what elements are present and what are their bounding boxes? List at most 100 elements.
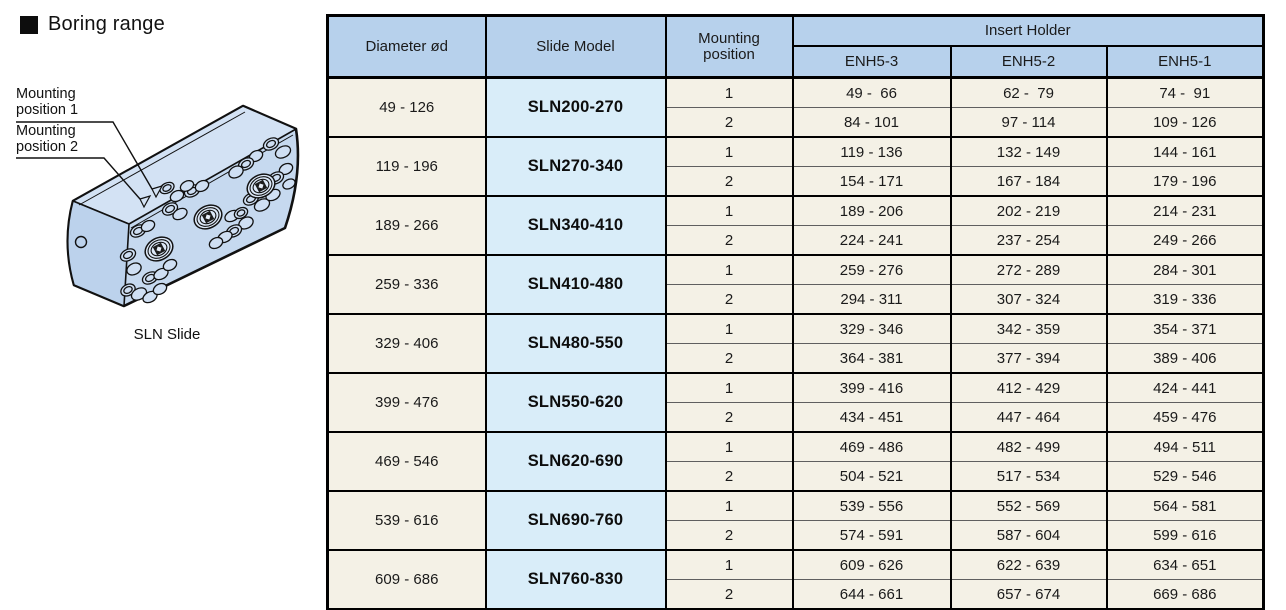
col-header-diameter: Diameter ød: [326, 14, 487, 79]
insert-holder-enh5-3-cell: 84 - 101: [791, 107, 952, 138]
mounting-position-cell: 2: [664, 166, 794, 197]
diameter-cell: 609 - 686: [326, 549, 487, 610]
insert-holder-enh5-2-cell: 552 - 569: [949, 490, 1108, 521]
insert-holder-enh5-2-cell: 202 - 219: [949, 195, 1108, 226]
insert-holder-enh5-3-cell: 609 - 626: [791, 549, 952, 580]
mounting-position-cell: 1: [664, 490, 794, 521]
slide-model-cell: SLN620-690: [484, 431, 667, 492]
mounting-position-cell: 2: [664, 520, 794, 551]
insert-holder-enh5-3-cell: 189 - 206: [791, 195, 952, 226]
mounting-position-cell: 2: [664, 225, 794, 256]
col-header-mounting-position: Mounting position: [664, 14, 794, 79]
diameter-cell: 119 - 196: [326, 136, 487, 197]
mounting-position-2-label: Mounting position 2: [16, 123, 79, 156]
mounting-position-cell: 1: [664, 431, 794, 462]
insert-holder-enh5-1-cell: 459 - 476: [1105, 402, 1265, 433]
insert-holder-enh5-1-cell: 564 - 581: [1105, 490, 1265, 521]
slide-model-cell: SLN480-550: [484, 313, 667, 374]
insert-holder-enh5-2-cell: 447 - 464: [949, 402, 1108, 433]
insert-holder-enh5-3-cell: 49 - 66: [791, 76, 952, 108]
slide-model-cell: SLN410-480: [484, 254, 667, 315]
slide-end-cap: [66, 200, 130, 307]
insert-holder-enh5-2-cell: 412 - 429: [949, 372, 1108, 403]
table-row: 329 - 406 SLN480-550 1 329 - 346 342 - 359 35…: [326, 313, 1265, 374]
insert-holder-enh5-3-cell: 574 - 591: [791, 520, 952, 551]
mounting-triangle-2: [139, 195, 152, 209]
mounting-position-cell: 1: [664, 136, 794, 167]
insert-holder-enh5-2-cell: 587 - 604: [949, 520, 1108, 551]
mounting-position-cell: 2: [664, 461, 794, 492]
mounting-position-cell: 2: [664, 343, 794, 374]
table-row: 469 - 546 SLN620-690 1 469 - 486 482 - 499 49…: [326, 431, 1265, 492]
insert-holder-enh5-1-cell: 319 - 336: [1105, 284, 1265, 315]
insert-holder-enh5-3-cell: 154 - 171: [791, 166, 952, 197]
insert-pocket-1: [144, 236, 174, 262]
table-row: 2 434 - 451 447 - 464 459 - 476: [328, 402, 1265, 433]
table-row: 2 154 - 171 167 - 184 179 - 196: [328, 166, 1265, 197]
mounting-position-cell: 2: [664, 284, 794, 315]
insert-holder-enh5-3-cell: 504 - 521: [791, 461, 952, 492]
table-row: 2 224 - 241 237 - 254 249 - 266: [328, 225, 1265, 256]
insert-holder-enh5-2-cell: 622 - 639: [949, 549, 1108, 580]
insert-holder-enh5-1-cell: 669 - 686: [1105, 579, 1265, 610]
mounting-position-cell: 1: [664, 195, 794, 226]
insert-holder-enh5-2-cell: 132 - 149: [949, 136, 1108, 167]
slide-model-cell: SLN340-410: [484, 195, 667, 256]
insert-holder-enh5-2-cell: 377 - 394: [949, 343, 1108, 374]
insert-holder-enh5-2-cell: 97 - 114: [949, 107, 1108, 138]
mounting-position-1-label: Mounting position 1: [16, 86, 79, 119]
slide-caption: SLN Slide: [133, 326, 201, 343]
sln-slide-illustration: [16, 104, 300, 308]
insert-holder-enh5-2-cell: 167 - 184: [949, 166, 1108, 197]
mounting-position-cell: 2: [664, 402, 794, 433]
table-row: 2 84 - 101 97 - 114 109 - 126: [328, 107, 1265, 138]
table-row: 399 - 476 SLN550-620 1 399 - 416 412 - 429 42…: [326, 372, 1265, 433]
leader-line-mounting-2: [16, 157, 141, 200]
diameter-cell: 539 - 616: [326, 490, 487, 551]
insert-holder-enh5-3-cell: 469 - 486: [791, 431, 952, 462]
insert-holder-enh5-3-cell: 329 - 346: [791, 313, 952, 344]
insert-holder-enh5-1-cell: 634 - 651: [1105, 549, 1265, 580]
insert-holder-enh5-3-cell: 259 - 276: [791, 254, 952, 285]
insert-holder-enh5-3-cell: 294 - 311: [791, 284, 952, 315]
insert-holder-enh5-2-cell: 342 - 359: [949, 313, 1108, 344]
section-marker-square: [20, 15, 38, 34]
table-row: 2 364 - 381 377 - 394 389 - 406: [328, 343, 1265, 374]
insert-holder-enh5-1-cell: 529 - 546: [1105, 461, 1265, 492]
col-header-enh5-2: ENH5-2: [949, 45, 1108, 79]
mounting-position-cell: 2: [664, 107, 794, 138]
table-row: 119 - 196 SLN270-340 1 119 - 136 132 - 149 14…: [326, 136, 1265, 197]
insert-holder-enh5-1-cell: 109 - 126: [1105, 107, 1265, 138]
slide-model-cell: SLN690-760: [484, 490, 667, 551]
insert-holder-enh5-3-cell: 434 - 451: [791, 402, 952, 433]
diameter-cell: 49 - 126: [326, 76, 487, 138]
diameter-cell: 189 - 266: [326, 195, 487, 256]
insert-holder-enh5-2-cell: 482 - 499: [949, 431, 1108, 462]
col-header-insert-holder: Insert Holder: [791, 14, 1265, 47]
section-title-label: Boring range: [48, 13, 165, 35]
insert-holder-enh5-3-cell: 364 - 381: [791, 343, 952, 374]
insert-pocket-3: [246, 173, 276, 199]
insert-holder-enh5-1-cell: 179 - 196: [1105, 166, 1265, 197]
insert-holder-enh5-1-cell: 214 - 231: [1105, 195, 1265, 226]
diameter-cell: 329 - 406: [326, 313, 487, 374]
slide-model-cell: SLN550-620: [484, 372, 667, 433]
insert-holder-enh5-3-cell: 539 - 556: [791, 490, 952, 521]
table-header: Diameter ød Slide Model Mounting positio…: [326, 14, 1265, 79]
table-row: 609 - 686 SLN760-830 1 609 - 626 622 - 639 63…: [326, 549, 1265, 610]
table-row: 49 - 126 SLN200-270 1 49 - 66 62 - 79 74 - 91: [326, 76, 1265, 138]
insert-holder-enh5-2-cell: 517 - 534: [949, 461, 1108, 492]
diameter-cell: 259 - 336: [326, 254, 487, 315]
table-row: 2 644 - 661 657 - 674 669 - 686: [328, 579, 1265, 610]
insert-holder-enh5-1-cell: 144 - 161: [1105, 136, 1265, 167]
boring-range-table: Diameter ød Slide Model Mounting positio…: [326, 14, 1266, 610]
insert-holder-enh5-1-cell: 354 - 371: [1105, 313, 1265, 344]
mounting-position-cell: 1: [664, 313, 794, 344]
col-header-slide-model: Slide Model: [484, 14, 667, 79]
insert-holder-enh5-1-cell: 284 - 301: [1105, 254, 1265, 285]
mounting-position-cell: 1: [664, 254, 794, 285]
insert-holder-enh5-2-cell: 657 - 674: [949, 579, 1108, 610]
slide-model-cell: SLN270-340: [484, 136, 667, 197]
table-row: 539 - 616 SLN690-760 1 539 - 556 552 - 569 56…: [326, 490, 1265, 551]
section-title: Boring range: [20, 13, 165, 36]
